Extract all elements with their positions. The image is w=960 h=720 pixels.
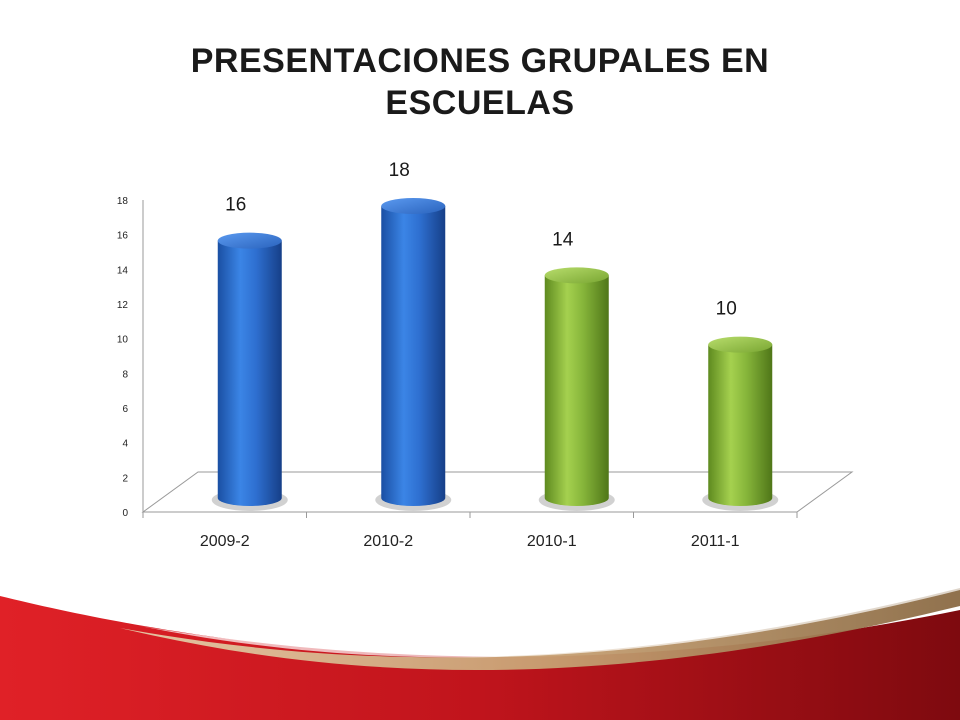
bar-body [217, 240, 282, 506]
bar-2010-2 [375, 198, 452, 511]
y-tick-label: 8 [122, 369, 128, 380]
slide-title: PRESENTACIONES GRUPALES EN ESCUELAS [190, 42, 770, 122]
x-tick-marks [142, 512, 798, 518]
bar-2009-2 [211, 232, 288, 511]
bar-top [381, 198, 446, 214]
data-labels: 16 18 14 10 [225, 160, 737, 320]
y-tick-label: 0 [122, 508, 128, 519]
category-labels: 2009-2 2010-2 2010-1 2011-1 [200, 533, 740, 550]
category-label: 2011-1 [691, 533, 740, 550]
bar-top [708, 336, 773, 353]
y-tick-label: 4 [122, 439, 128, 450]
bars [211, 198, 779, 511]
bar-2011-1 [702, 336, 779, 511]
y-tick-label: 2 [122, 473, 128, 484]
bar-body [708, 344, 773, 506]
bar-top [217, 232, 282, 249]
data-label: 16 [225, 195, 246, 216]
data-label: 14 [552, 229, 574, 250]
bar-top [544, 267, 609, 284]
y-tick-label: 10 [117, 335, 129, 346]
category-label: 2010-1 [527, 533, 577, 550]
bar-body [381, 206, 446, 506]
y-tick-label: 16 [117, 231, 129, 242]
category-label: 2010-2 [363, 533, 413, 550]
bar-body [544, 275, 609, 506]
y-tick-label: 12 [117, 300, 129, 311]
y-tick-label: 18 [117, 196, 129, 207]
data-label: 18 [389, 160, 410, 181]
data-label: 10 [716, 299, 737, 320]
y-tick-label: 6 [122, 404, 128, 415]
y-tick-label: 14 [117, 265, 129, 276]
bar-2010-1 [538, 267, 615, 511]
category-label: 2009-2 [200, 533, 250, 550]
y-tick-labels: 0 2 4 6 8 10 12 14 16 18 [117, 196, 129, 519]
